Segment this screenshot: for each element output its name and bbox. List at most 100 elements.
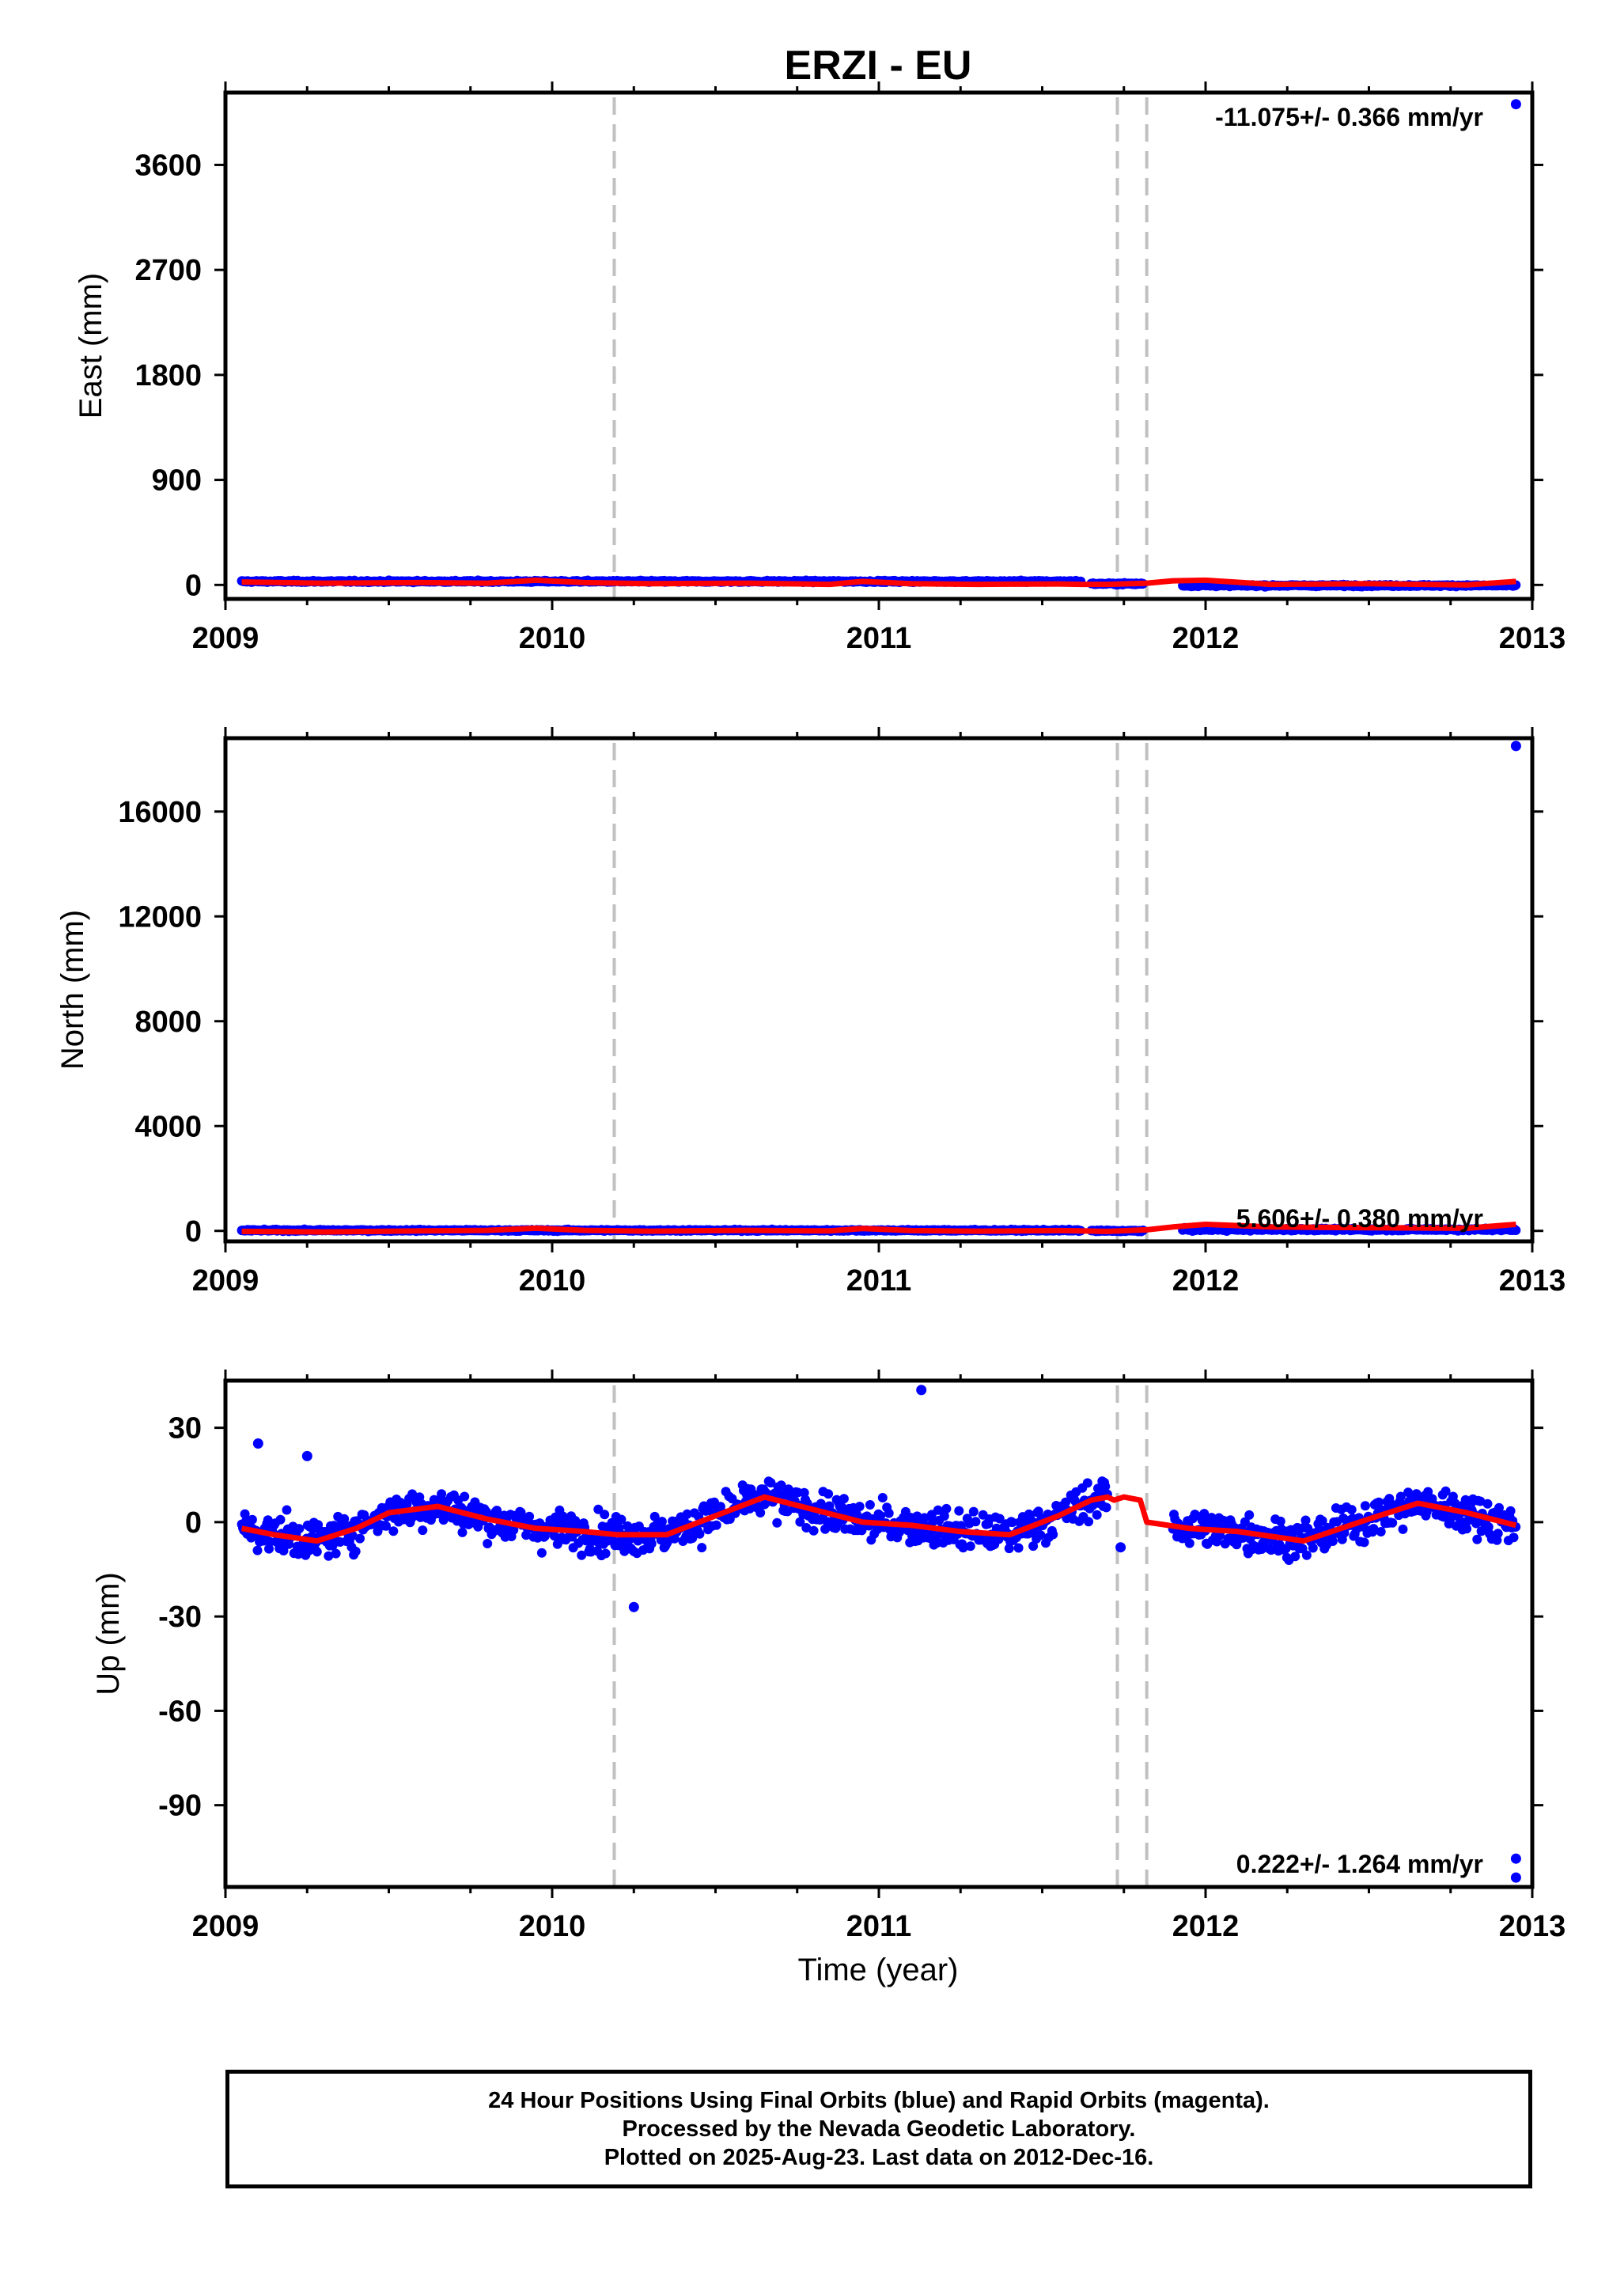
data-point: [240, 1509, 250, 1519]
data-point: [772, 1517, 782, 1528]
data-point: [755, 1508, 766, 1517]
data-point: [437, 1489, 447, 1499]
data-point: [1007, 1517, 1017, 1528]
model-fit-line: [241, 577, 1516, 588]
y-tick-label: 2700: [134, 254, 202, 287]
footer-line-3: Plotted on 2025-Aug-23. Last data on 201…: [604, 2145, 1154, 2170]
data-point: [1376, 1527, 1386, 1536]
plot-area: [237, 1385, 1521, 1885]
chart-title: ERZI - EU: [785, 43, 972, 89]
data-point: [1290, 1552, 1300, 1562]
outlier-point: [1510, 741, 1521, 752]
y-tick-label: -90: [158, 1790, 202, 1823]
y-tick-label: 8000: [134, 1006, 202, 1039]
footer-line-1: 24 Hour Positions Using Final Orbits (bl…: [488, 2088, 1270, 2113]
north-panel: 2009 2010 2011 2012 2013 0 4000 8000 12000 16000 N…: [55, 727, 1565, 1298]
data-point: [312, 1547, 322, 1557]
data-point: [339, 1514, 350, 1524]
data-point: [1505, 1506, 1516, 1516]
data-point: [1398, 1524, 1408, 1534]
data-point: [695, 1529, 705, 1539]
data-point: [1275, 1516, 1285, 1526]
x-tick-label: 2011: [846, 622, 911, 655]
y-tick-label: 12000: [118, 900, 202, 934]
x-tick-label: 2013: [1499, 1264, 1566, 1298]
x-axis-label: Time (year): [798, 1953, 959, 1987]
data-point: [649, 1511, 660, 1521]
y-tick-label: 30: [168, 1412, 202, 1445]
data-point: [854, 1502, 865, 1512]
data-point: [646, 1539, 657, 1549]
data-point: [524, 1511, 535, 1521]
data-point: [509, 1525, 519, 1535]
data-point: [1511, 1226, 1521, 1235]
y-tick-label: 900: [152, 464, 202, 498]
data-point: [1374, 1497, 1384, 1507]
velocity-rate-label: 0.222+/- 1.264 mm/yr: [1236, 1850, 1483, 1878]
data-point: [1300, 1515, 1311, 1525]
data-point: [1092, 1510, 1102, 1520]
data-point: [1308, 1543, 1318, 1553]
data-point: [1494, 1502, 1504, 1513]
data-point: [347, 1530, 358, 1540]
data-point: [1100, 1481, 1111, 1491]
data-point: [1101, 1502, 1111, 1513]
data-point: [965, 1541, 975, 1552]
y-tick-label: -60: [158, 1695, 202, 1728]
y-tick-label: -30: [158, 1601, 202, 1634]
x-tick-label: 2010: [519, 1910, 586, 1943]
data-point: [958, 1543, 968, 1553]
data-point: [1028, 1541, 1039, 1552]
x-tick-label: 2011: [846, 1264, 911, 1298]
plot-area: [237, 97, 1521, 597]
data-point: [1327, 1536, 1338, 1546]
data-point: [1346, 1505, 1357, 1515]
data-point: [941, 1503, 952, 1514]
data-point: [460, 1491, 470, 1502]
data-point: [933, 1505, 943, 1515]
x-tick-label: 2009: [192, 622, 259, 655]
y-tick-label: 16000: [118, 796, 202, 829]
data-point: [521, 1530, 532, 1540]
data-point: [711, 1520, 721, 1530]
footer-line-2: Processed by the Nevada Geodetic Laborat…: [622, 2116, 1136, 2142]
y-tick-label: 1800: [134, 359, 202, 392]
data-point: [247, 1514, 257, 1525]
outlier-point: [252, 1438, 263, 1449]
data-point: [1240, 1517, 1250, 1527]
data-points: [237, 99, 1521, 592]
data-point: [1084, 1517, 1094, 1527]
x-tick-label: 2010: [519, 622, 586, 655]
data-point: [971, 1517, 981, 1527]
data-point: [252, 1545, 263, 1555]
x-tick-label: 2012: [1172, 622, 1240, 655]
data-point: [1317, 1516, 1327, 1526]
data-point: [801, 1523, 812, 1533]
x-tick-label: 2010: [519, 1264, 586, 1298]
data-point: [682, 1509, 692, 1519]
data-point: [1463, 1516, 1473, 1526]
data-point: [1244, 1510, 1255, 1520]
outlier-point: [628, 1601, 639, 1612]
x-tick-label: 2009: [192, 1910, 259, 1943]
data-point: [994, 1514, 1005, 1524]
model-fit-line: [241, 1222, 1516, 1235]
data-point: [355, 1533, 365, 1544]
y-tick-label: 0: [185, 1506, 202, 1540]
data-point: [697, 1543, 707, 1553]
y-tick-label: 4000: [134, 1110, 202, 1143]
x-tick-label: 2013: [1499, 622, 1566, 655]
data-point: [657, 1517, 667, 1527]
data-point: [275, 1514, 286, 1525]
data-point: [516, 1507, 526, 1517]
data-point: [795, 1517, 805, 1527]
data-point: [600, 1548, 611, 1559]
data-point: [1493, 1529, 1503, 1539]
data-point: [294, 1524, 305, 1534]
plot-frame: [223, 736, 1535, 1244]
data-point: [823, 1489, 834, 1499]
footer-legend-box: 24 Hour Positions Using Final Orbits (bl…: [225, 2070, 1532, 2188]
data-point: [1482, 1498, 1493, 1509]
y-tick-label: 0: [185, 569, 202, 602]
outlier-point: [1115, 1542, 1126, 1553]
